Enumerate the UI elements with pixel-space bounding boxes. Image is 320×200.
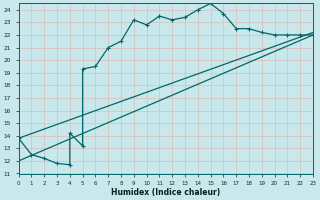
- X-axis label: Humidex (Indice chaleur): Humidex (Indice chaleur): [111, 188, 220, 197]
